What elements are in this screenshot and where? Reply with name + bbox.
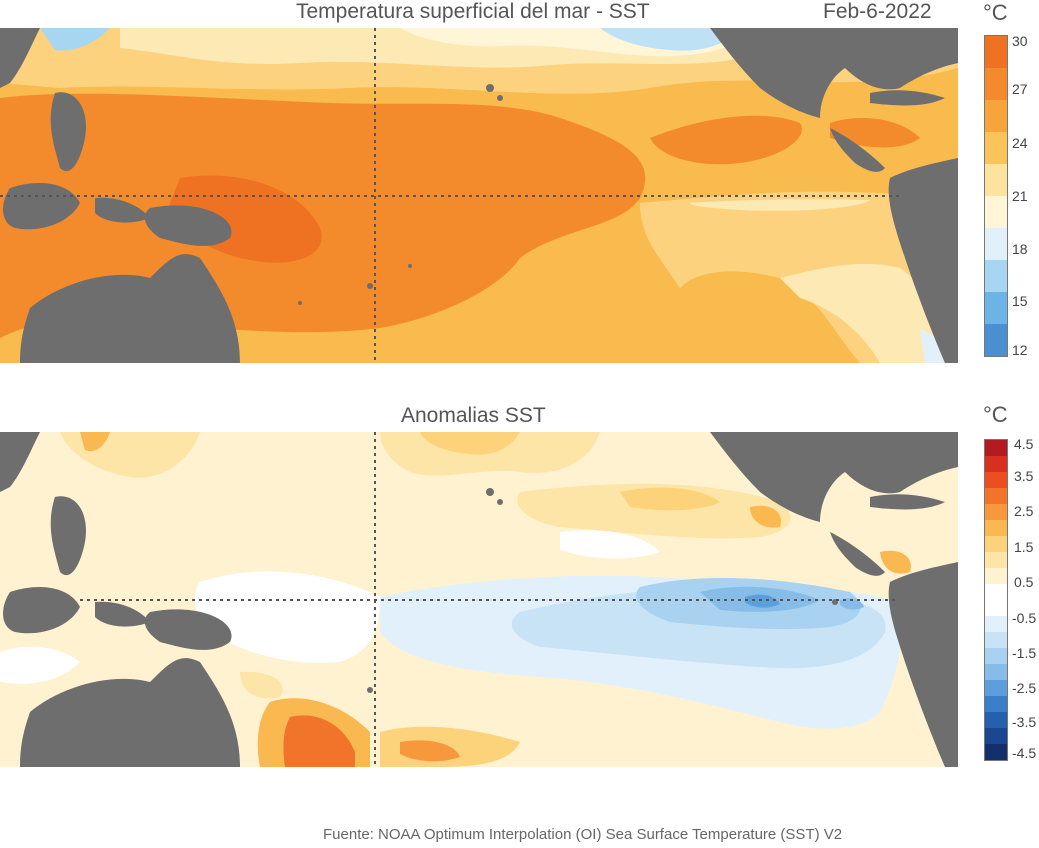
colorbar-segment	[985, 68, 1007, 100]
sst-tick: 18	[1012, 241, 1028, 257]
colorbar-segment	[985, 600, 1007, 616]
colorbar-segment	[985, 504, 1007, 520]
anomaly-map	[0, 432, 958, 767]
sst-map	[0, 28, 958, 363]
colorbar-segment	[985, 728, 1007, 744]
anomaly-tick: -1.5	[1012, 645, 1037, 661]
colorbar-segment	[985, 196, 1007, 228]
sst-map-title: Temperatura superficial del mar - SST	[296, 0, 650, 23]
anomaly-tick: 0.5	[1014, 574, 1034, 590]
anomaly-unit-label: °C	[983, 402, 1008, 427]
colorbar-segment	[985, 100, 1007, 132]
colorbar-segment	[985, 456, 1007, 472]
colorbar-segment	[985, 632, 1007, 648]
colorbar-segment	[985, 712, 1007, 728]
colorbar-segment	[985, 696, 1007, 712]
anomaly-tick: 3.5	[1014, 468, 1034, 484]
sst-colorbar	[984, 35, 1008, 357]
anomaly-tick: 1.5	[1014, 539, 1034, 555]
anomaly-tick: -2.5	[1012, 680, 1037, 696]
sst-tick: 15	[1012, 293, 1028, 309]
sst-tick: 21	[1012, 188, 1028, 204]
anomaly-tick: -3.5	[1012, 714, 1037, 730]
sst-unit-label: °C	[983, 0, 1008, 25]
colorbar-segment	[985, 228, 1007, 260]
anomaly-colorbar	[984, 439, 1008, 761]
anomaly-tick: -0.5	[1012, 610, 1037, 626]
anomaly-map-title: Anomalias SST	[401, 404, 546, 427]
colorbar-segment	[985, 568, 1007, 584]
colorbar-segment	[985, 536, 1007, 552]
data-source-credit: Fuente: NOAA Optimum Interpolation (OI) …	[323, 826, 843, 843]
sst-tick: 12	[1012, 342, 1028, 358]
colorbar-segment	[985, 440, 1007, 456]
colorbar-segment	[985, 664, 1007, 680]
colorbar-segment	[985, 472, 1007, 488]
colorbar-segment	[985, 552, 1007, 568]
anomaly-tick: 4.5	[1014, 436, 1034, 452]
anomaly-tick: 2.5	[1014, 503, 1034, 519]
colorbar-segment	[985, 648, 1007, 664]
colorbar-segment	[985, 36, 1007, 68]
colorbar-segment	[985, 164, 1007, 196]
colorbar-segment	[985, 680, 1007, 696]
sst-tick: 27	[1012, 81, 1028, 97]
colorbar-segment	[985, 584, 1007, 600]
map-date: Feb-6-2022	[823, 0, 932, 23]
colorbar-segment	[985, 260, 1007, 292]
anomaly-tick: -4.5	[1012, 745, 1037, 761]
sst-tick: 24	[1012, 135, 1028, 151]
colorbar-segment	[985, 488, 1007, 504]
colorbar-segment	[985, 324, 1007, 356]
colorbar-segment	[985, 744, 1007, 760]
colorbar-segment	[985, 616, 1007, 632]
colorbar-segment	[985, 292, 1007, 324]
sst-tick: 30	[1012, 33, 1028, 49]
colorbar-segment	[985, 520, 1007, 536]
colorbar-segment	[985, 132, 1007, 164]
